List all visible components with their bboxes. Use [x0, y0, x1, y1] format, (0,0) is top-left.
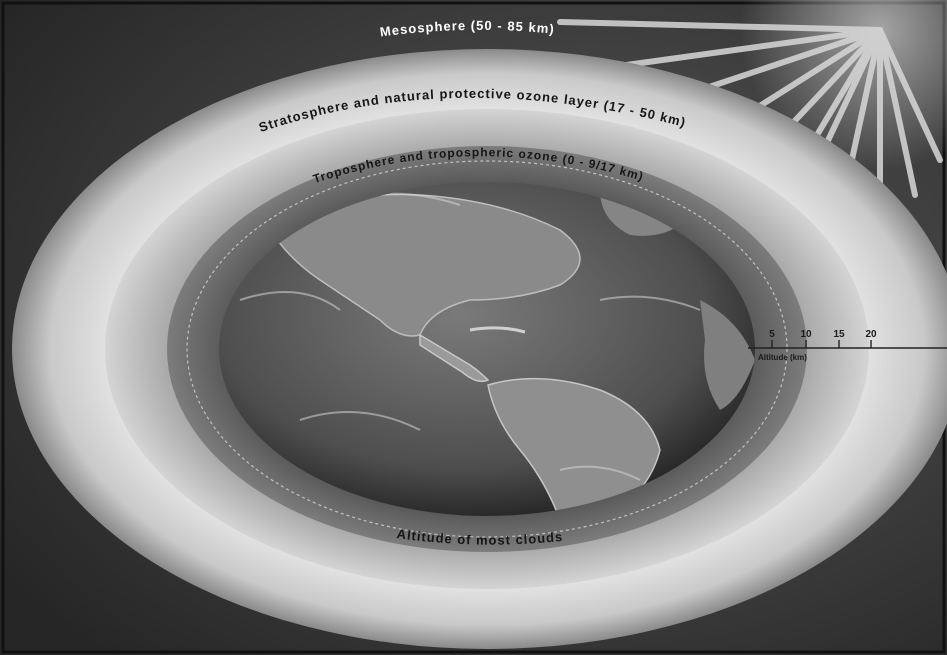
altitude-tick-marks — [771, 340, 872, 348]
altitude-tick-10: 10 — [800, 329, 812, 340]
altitude-tick-5: 5 — [769, 329, 775, 340]
altitude-tick-20: 20 — [865, 329, 877, 340]
altitude-tick-15: 15 — [833, 329, 845, 340]
altitude-scale-title: Altitude (km) — [758, 353, 807, 362]
altitude-scale: 5 10 15 20 Altitude (km) — [748, 329, 947, 362]
central-america-landmass — [419, 333, 490, 383]
earth-globe — [219, 182, 755, 516]
cloud-altitude-line — [186, 160, 788, 538]
